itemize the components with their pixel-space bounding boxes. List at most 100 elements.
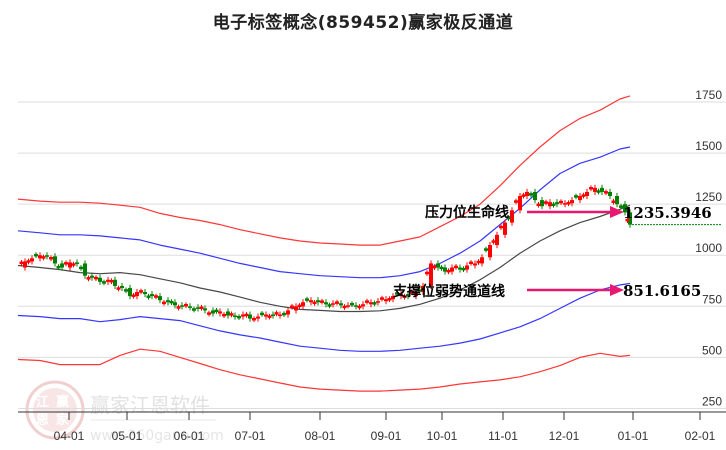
x-tick-label: 12-01 [549,429,580,443]
resistance-label: 压力位生命线 [425,204,509,221]
candle-up [514,200,518,203]
candle-up [331,303,335,305]
candle-up [286,310,290,315]
candle-up [49,257,53,260]
candle-down [120,285,124,288]
y-tick-label: 250 [702,394,722,408]
candle-down [327,304,332,307]
candle-up [402,295,407,298]
candle-up [450,267,454,272]
candle-up [207,312,211,315]
candle-down [214,309,219,313]
x-tick-label: 01-01 [618,429,649,443]
candle-down [203,308,207,311]
candle-down [128,287,132,297]
candle-down [169,300,174,304]
candle-up [41,256,46,259]
candle-down [143,292,147,295]
candle-up [278,314,282,317]
candle-down [271,314,275,317]
candle-down [461,267,466,271]
candle-down [180,305,184,307]
candle-down [248,314,252,319]
candle-down [113,279,117,286]
x-tick-label: 02-01 [685,429,716,443]
candle-up [491,240,496,243]
watermark-logo-char: 江 [36,394,49,410]
candle-up [109,279,114,283]
candle-down [124,289,128,292]
candle-up [244,313,249,317]
candle-down [75,262,79,264]
candle-up [312,301,317,305]
candle-down [173,302,177,306]
candle-up [410,291,414,294]
candle-down [83,263,87,276]
candle-up [342,305,347,309]
candle-up [391,296,395,300]
candle-up [23,261,27,268]
candle-down [339,303,343,306]
candle-down [443,267,447,272]
candle-up [578,196,582,201]
candle-up [301,302,305,307]
x-tick-label: 05-01 [112,429,143,443]
candle-up [525,191,529,197]
support-arrow-head-icon [610,284,624,296]
candle-down [79,266,83,270]
candle-up [488,245,492,258]
candlesticks [19,184,632,323]
candle-up [199,306,204,309]
y-tick-label: 500 [702,343,722,357]
candle-up [346,305,350,307]
candle-up [581,194,586,197]
candle-down [211,310,215,314]
candle-up [229,313,234,316]
candle-down [615,196,619,205]
candle-down [608,191,612,197]
candle-up [503,222,507,235]
candle-up [625,218,630,222]
candle-down [600,187,604,192]
candle-up [446,269,451,273]
candle-up [454,265,458,269]
candle-down [305,298,309,301]
candle-down [146,295,151,298]
watermark-logo-char: 恩 [36,413,49,428]
candle-up [131,294,136,297]
candle-down [53,256,57,264]
candle-down [90,275,94,278]
candle-down [45,255,49,257]
y-axis: 250 500 750 1000 1250 1500 1750 [695,88,722,408]
candle-up [94,276,98,280]
candle-down [417,289,422,292]
candle-up [106,279,110,282]
candle-up [176,306,181,309]
candle-up [495,234,499,246]
candle-up [320,300,324,303]
candle-up [563,203,567,205]
candle-up [116,287,121,290]
candle-down [555,202,559,205]
candle-up [465,265,469,270]
y-tick-label: 1250 [695,190,722,204]
watermark-logo-char: 赢 [56,394,69,410]
candle-down [150,294,154,297]
x-tick-label: 07-01 [235,429,266,443]
candle-down [596,190,601,193]
candle-up [294,306,298,311]
candle-up [566,202,571,205]
watermark-logo-char: 家 [56,412,70,428]
candle-up [469,261,473,265]
x-tick-label: 09-01 [371,429,402,443]
candle-up [26,260,31,263]
candle-up [593,187,597,192]
y-tick-label: 1750 [695,88,722,102]
candle-up [387,298,392,301]
candle-down [56,265,61,269]
candle-up [252,317,256,321]
x-axis: 04-01 05-01 06-01 07-01 08-01 09-01 10-01 11-01… [18,411,726,443]
candle-up [473,263,477,266]
candle-down [60,263,64,268]
candle-down [260,312,264,316]
